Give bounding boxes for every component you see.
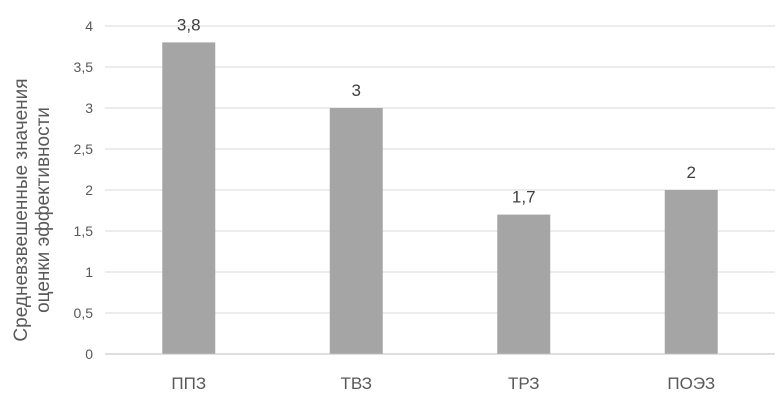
y-axis-label-line: Средневзвешенные значения (11, 78, 32, 341)
y-tick-label: 0 (85, 346, 93, 362)
x-axis-categories: ППЗ ТВЗ ТРЗ ПОЭЗ (171, 374, 715, 393)
y-tick-label: 3 (85, 100, 93, 116)
y-tick-label: 4 (85, 18, 93, 34)
x-category-label: ППЗ (171, 374, 206, 393)
bars (162, 42, 718, 355)
data-label: 1,7 (512, 188, 536, 207)
y-tick-label: 3,5 (74, 59, 94, 75)
data-label: 3 (352, 81, 361, 100)
y-axis-label-line: оценки эффективности (33, 107, 54, 313)
y-tick-label: 1 (85, 264, 93, 280)
data-label: 2 (687, 163, 696, 182)
y-tick-label: 2,5 (74, 141, 94, 157)
y-tick-label: 0,5 (74, 305, 94, 321)
bar (497, 214, 551, 354)
y-tick-label: 1,5 (74, 223, 94, 239)
x-category-label: ТРЗ (508, 374, 540, 393)
bar (664, 190, 718, 354)
y-axis-label: Средневзвешенные значения оценки эффектив… (11, 78, 54, 341)
data-label: 3,8 (177, 15, 201, 34)
gridlines (105, 25, 775, 314)
bar (329, 108, 383, 354)
y-axis-ticks: 0 0,5 1 1,5 2 2,5 3 3,5 4 (74, 18, 94, 362)
y-tick-label: 2 (85, 182, 93, 198)
bar (162, 42, 216, 355)
data-labels: 3,8 3 1,7 2 (177, 15, 696, 206)
x-category-label: ПОЭЗ (667, 374, 715, 393)
x-category-label: ТВЗ (341, 374, 372, 393)
